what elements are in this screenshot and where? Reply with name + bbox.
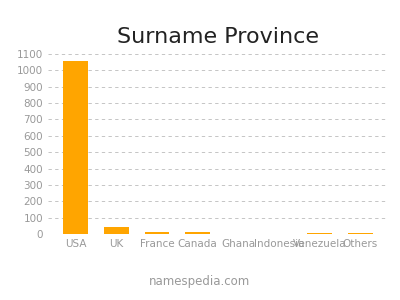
Bar (145, 232, 169, 234)
Bar (104, 227, 128, 234)
Bar (186, 232, 210, 234)
Bar (226, 233, 250, 234)
Title: Surname Province: Surname Province (117, 27, 319, 47)
Bar (348, 233, 372, 234)
Bar (64, 61, 88, 234)
Text: namespedia.com: namespedia.com (149, 275, 251, 288)
Bar (308, 233, 332, 234)
